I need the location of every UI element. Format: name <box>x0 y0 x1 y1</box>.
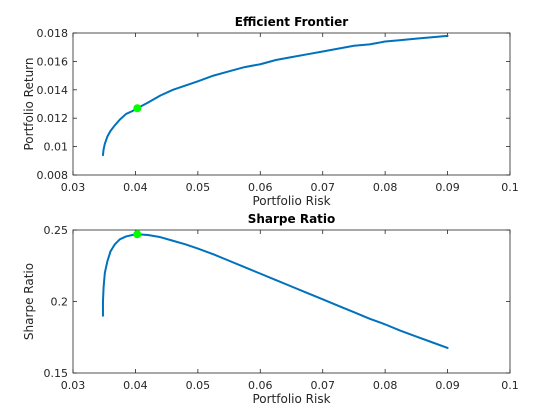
sharpe-series-line <box>101 233 449 349</box>
sharpe-y-tick-label: 0.2 <box>51 296 69 309</box>
sharpe-plot-area <box>72 229 511 374</box>
sharpe-x-tick-label: 0.09 <box>435 379 460 392</box>
sharpe-x-tick-label: 0.04 <box>123 379 148 392</box>
sharpe-chart-title: Sharpe Ratio <box>248 212 336 226</box>
frontier-y-tick-label: 0.018 <box>37 27 69 40</box>
sharpe-x-tick-label: 0.08 <box>373 379 398 392</box>
sharpe-x-axis-label: Portfolio Risk <box>252 392 330 406</box>
frontier-optimal-point-marker <box>133 104 142 113</box>
sharpe-x-tick-label: 0.07 <box>310 379 335 392</box>
sharpe-y-tick-label: 0.25 <box>44 224 69 237</box>
frontier-plot-area <box>72 32 511 176</box>
frontier-x-tick-label: 0.03 <box>61 181 86 194</box>
sharpe-chart: 0.03 0.04 0.05 0.06 0.07 0.08 0.09 0.1 0.15 0.2 0.… <box>22 212 519 406</box>
sharpe-optimal-point-marker <box>133 230 142 239</box>
sharpe-x-tick-label: 0.05 <box>186 379 211 392</box>
sharpe-x-tick-label: 0.03 <box>61 379 86 392</box>
frontier-y-tick-label: 0.008 <box>37 169 69 182</box>
frontier-series-line <box>101 34 449 157</box>
frontier-y-tick-label: 0.016 <box>37 55 69 68</box>
frontier-x-tick-label: 0.04 <box>123 181 148 194</box>
frontier-x-tick-label: 0.06 <box>248 181 273 194</box>
frontier-x-tick-label: 0.09 <box>435 181 460 194</box>
frontier-y-tick-label: 0.014 <box>37 84 69 97</box>
frontier-y-tick-label: 0.012 <box>37 112 69 125</box>
frontier-chart-title: Efficient Frontier <box>235 15 349 29</box>
frontier-y-axis-label: Portfolio Return <box>22 58 36 151</box>
frontier-x-axis-label: Portfolio Risk <box>252 194 330 208</box>
frontier-chart: 0.03 0.04 0.05 0.06 0.07 0.08 0.09 0.1 0.008 0.01… <box>22 15 519 208</box>
frontier-x-tick-label: 0.07 <box>310 181 335 194</box>
sharpe-y-tick-label: 0.15 <box>44 367 69 380</box>
frontier-x-tick-label: 0.05 <box>186 181 211 194</box>
sharpe-x-tick-label: 0.06 <box>248 379 273 392</box>
frontier-x-tick-label: 0.08 <box>373 181 398 194</box>
frontier-y-tick-label: 0.01 <box>44 141 69 154</box>
frontier-x-tick-label: 0.1 <box>501 181 519 194</box>
sharpe-y-axis-label: Sharpe Ratio <box>22 263 36 340</box>
sharpe-x-tick-label: 0.1 <box>501 379 519 392</box>
